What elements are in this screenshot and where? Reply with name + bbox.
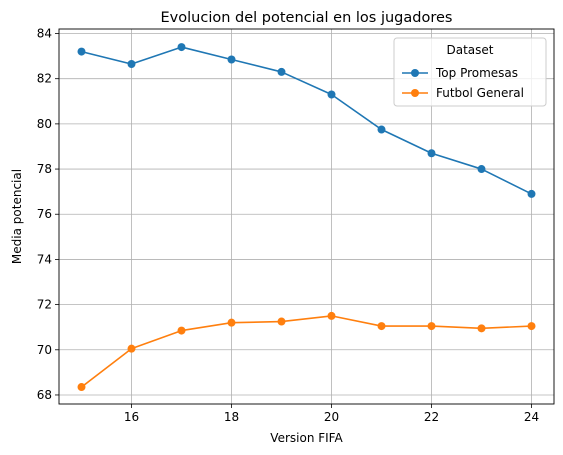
data-point — [427, 149, 436, 158]
data-point — [277, 317, 286, 326]
y-tick-label: 78 — [37, 162, 52, 176]
legend-entries: Top Promesas Futbol General — [402, 66, 524, 100]
legend-label: Futbol General — [436, 86, 524, 100]
y-tick-label: 76 — [37, 207, 52, 221]
x-axis-label: Version FIFA — [270, 431, 343, 445]
data-point — [527, 189, 536, 198]
legend-label: Top Promesas — [435, 66, 518, 80]
y-tick-label: 80 — [37, 117, 52, 131]
series-2 — [77, 311, 536, 392]
series-line — [81, 315, 532, 388]
data-point — [127, 60, 136, 69]
data-point — [377, 125, 386, 134]
series-1 — [77, 43, 536, 198]
y-tick-label: 74 — [37, 252, 52, 266]
x-tick-label: 16 — [124, 410, 139, 424]
series-layer — [77, 43, 536, 392]
data-point — [127, 344, 136, 353]
data-point — [177, 326, 186, 335]
y-tick-label: 72 — [37, 298, 52, 312]
data-point — [477, 324, 486, 333]
x-tick-label: 20 — [324, 410, 339, 424]
y-tick-label: 68 — [37, 388, 52, 402]
x-tick-label: 22 — [424, 410, 439, 424]
data-point — [427, 322, 436, 331]
y-tick-label: 82 — [37, 72, 52, 86]
data-point — [77, 47, 86, 56]
legend-entry: Top Promesas — [402, 66, 518, 80]
data-point — [77, 383, 86, 392]
y-tick-label: 84 — [37, 27, 52, 41]
legend-swatch-marker — [411, 89, 419, 97]
data-point — [377, 322, 386, 331]
data-point — [327, 311, 336, 320]
x-tick-label: 18 — [224, 410, 239, 424]
legend-swatch-marker — [411, 69, 419, 77]
legend: Dataset Top Promesas Futbol General — [393, 37, 547, 107]
x-tick-label: 24 — [524, 410, 539, 424]
data-point — [227, 55, 236, 64]
data-point — [327, 90, 336, 99]
x-axis: 16 18 20 22 24 — [124, 404, 539, 424]
series-line — [81, 46, 532, 195]
chart-title: Evolucion del potencial en los jugadores — [161, 10, 453, 26]
y-axis-label: Media potencial — [10, 169, 24, 264]
y-tick-label: 70 — [37, 343, 52, 357]
plot-frame — [58, 28, 555, 405]
legend-box — [393, 37, 547, 107]
data-point — [477, 165, 486, 174]
data-point — [227, 318, 236, 327]
data-point — [177, 43, 186, 52]
data-point — [527, 322, 536, 331]
data-point — [277, 67, 286, 76]
y-axis: 68 70 72 74 76 78 80 82 84 — [37, 27, 59, 402]
legend-entry: Futbol General — [402, 86, 524, 100]
legend-title: Dataset — [447, 43, 494, 57]
